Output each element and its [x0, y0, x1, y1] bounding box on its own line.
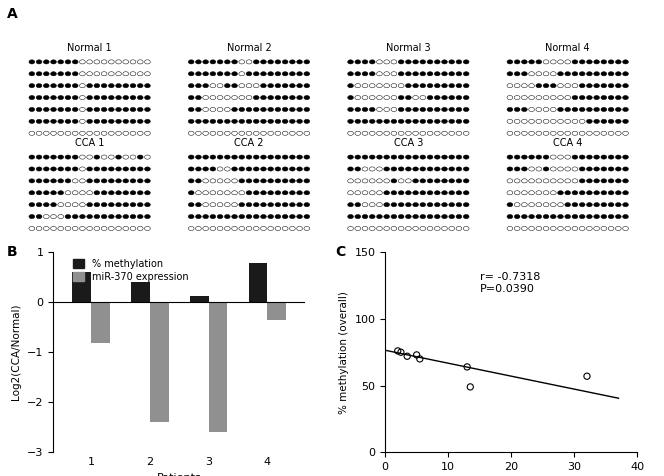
Point: [411, 351, 422, 359]
Text: A: A: [7, 7, 17, 21]
Point: [402, 352, 412, 360]
Point: [392, 347, 403, 355]
Bar: [131, 282, 150, 302]
Legend: % methylation, miR-370 expression: % methylation, miR-370 expression: [70, 257, 191, 284]
Bar: [268, 302, 286, 320]
Bar: [150, 302, 169, 422]
X-axis label: Patients: Patients: [157, 473, 202, 476]
Text: Normal 1: Normal 1: [67, 43, 112, 53]
Point: [582, 372, 592, 380]
Text: Normal 2: Normal 2: [226, 43, 272, 53]
Text: Normal 4: Normal 4: [545, 43, 590, 53]
Point: [414, 355, 425, 363]
Text: r= -0.7318
P=0.0390: r= -0.7318 P=0.0390: [479, 272, 540, 294]
Bar: [248, 263, 268, 302]
Text: CCA 1: CCA 1: [75, 138, 104, 149]
Y-axis label: Log2(CCA/Normal): Log2(CCA/Normal): [11, 304, 21, 400]
Y-axis label: % methylation (overall): % methylation (overall): [339, 291, 349, 414]
Bar: [72, 272, 91, 302]
Point: [461, 363, 472, 371]
Bar: [190, 296, 208, 302]
Text: CCA 3: CCA 3: [394, 138, 423, 149]
Text: CCA 2: CCA 2: [234, 138, 264, 149]
Bar: [91, 302, 110, 343]
Text: Normal 3: Normal 3: [386, 43, 431, 53]
Bar: [208, 302, 227, 432]
Text: C: C: [335, 245, 345, 259]
Point: [396, 348, 406, 356]
Text: B: B: [7, 245, 17, 259]
Point: [465, 383, 475, 391]
Text: CCA 4: CCA 4: [553, 138, 582, 149]
